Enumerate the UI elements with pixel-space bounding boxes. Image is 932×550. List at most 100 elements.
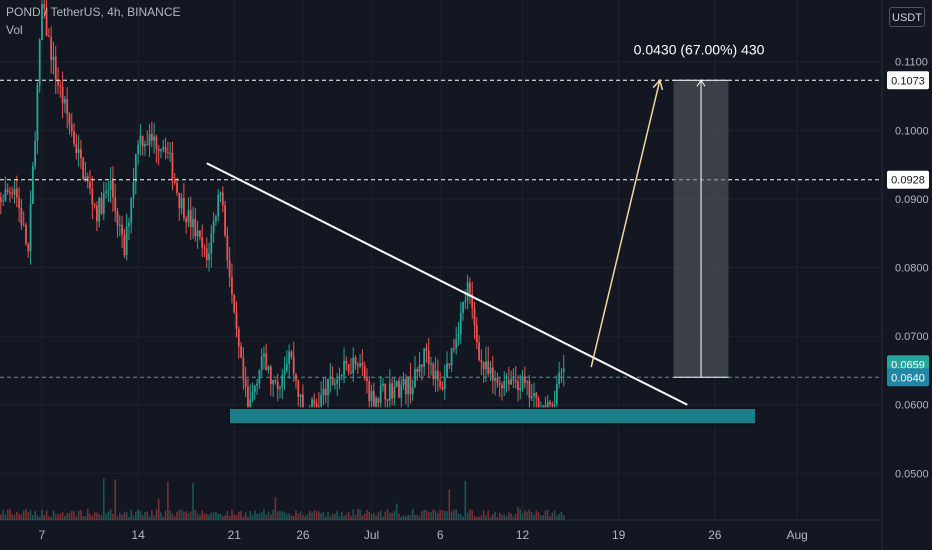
candle-body xyxy=(265,353,268,371)
volume-bar xyxy=(551,512,554,520)
candle-body xyxy=(551,404,554,407)
volume-bar xyxy=(48,516,50,520)
candle-body xyxy=(98,197,101,222)
volume-bar xyxy=(45,510,48,520)
candle-body xyxy=(489,367,492,374)
candle-body xyxy=(549,402,551,405)
candle-body xyxy=(469,282,471,294)
volume-bar xyxy=(437,512,439,520)
volume-bar xyxy=(267,511,270,520)
volume-bar xyxy=(558,514,560,520)
volume-bar xyxy=(212,512,215,520)
candle-body xyxy=(462,301,464,313)
volume-bar xyxy=(183,511,185,520)
volume-bar xyxy=(173,516,176,520)
candle-body xyxy=(272,380,275,385)
price-label-text: 0.1073 xyxy=(891,75,925,87)
symbol-title: POND / TetherUS, 4h, BINANCE xyxy=(6,5,181,19)
volume-bar xyxy=(546,509,549,520)
candle-body xyxy=(409,376,412,395)
volume-bar xyxy=(27,512,30,520)
candle-body xyxy=(356,364,359,367)
candle-body xyxy=(240,346,242,358)
x-tick-label: 7 xyxy=(39,528,46,542)
candle-body xyxy=(256,383,259,386)
candle-body xyxy=(146,144,149,146)
volume-bar xyxy=(185,510,187,520)
candle-body xyxy=(219,192,222,195)
volume-bar xyxy=(414,514,416,520)
candle-body xyxy=(100,197,103,214)
volume-bar xyxy=(544,510,547,520)
candle-body xyxy=(20,207,23,225)
candle-body xyxy=(363,365,366,379)
projection-arrow-head xyxy=(652,78,664,91)
support-zone xyxy=(228,407,757,425)
candle-body xyxy=(453,348,455,350)
candle-body xyxy=(446,363,448,378)
candle-body xyxy=(212,220,215,234)
volume-bar xyxy=(50,516,52,520)
candle-body xyxy=(47,35,50,37)
candle-body xyxy=(80,148,82,159)
volume-bar xyxy=(144,511,146,520)
candle-body xyxy=(366,378,368,382)
volume-bar xyxy=(434,511,437,520)
candle-body xyxy=(59,85,62,87)
volume-bar xyxy=(512,516,515,520)
candle-body xyxy=(57,80,59,86)
candle-body xyxy=(331,376,334,385)
volume-indicator-label: Vol xyxy=(6,23,23,37)
candle-body xyxy=(292,356,295,374)
volume-bar xyxy=(556,515,558,520)
volume-bar xyxy=(70,510,73,520)
volume-bar xyxy=(34,511,36,520)
candle-body xyxy=(201,236,204,248)
volume-bar xyxy=(530,512,533,520)
candle-body xyxy=(132,182,135,198)
volume-bar xyxy=(59,513,62,520)
candle-body xyxy=(15,188,18,198)
candle-body xyxy=(242,357,245,380)
volume-bar xyxy=(297,513,300,520)
volume-bar xyxy=(524,510,526,520)
candle-body xyxy=(334,383,336,385)
currency-button[interactable]: USDT xyxy=(889,7,925,27)
x-tick-label: Jul xyxy=(364,528,379,542)
measure-label: 0.0430 (67.00%) 430 xyxy=(634,41,765,57)
candle-body xyxy=(121,224,123,235)
candle-body xyxy=(505,380,508,382)
y-tick-label: 0.0700 xyxy=(895,331,929,343)
candle-body xyxy=(407,376,410,395)
volume-bar xyxy=(274,497,277,520)
candle-body xyxy=(221,192,224,206)
volume-bar xyxy=(121,514,123,520)
candle-body xyxy=(507,380,510,385)
volume-bar xyxy=(549,516,551,520)
candle-body xyxy=(553,404,556,407)
volume-bar xyxy=(9,509,11,520)
candle-body xyxy=(327,378,329,396)
volume-bar xyxy=(533,515,535,520)
y-tick-label: 0.0600 xyxy=(895,400,929,412)
volume-bar xyxy=(514,513,517,520)
volume-bar xyxy=(343,515,345,520)
volume-bar xyxy=(455,509,457,520)
volume-bar xyxy=(0,514,2,520)
candle-body xyxy=(523,376,526,383)
volume-bar xyxy=(155,509,158,520)
volume-bar xyxy=(487,510,490,520)
candle-body xyxy=(457,334,460,340)
candle-body xyxy=(11,192,14,195)
volume-bar xyxy=(299,511,302,520)
trendline xyxy=(206,162,688,406)
candle-body xyxy=(311,399,313,414)
price-label-text: 0.0640 xyxy=(891,372,925,384)
candle-body xyxy=(244,379,247,387)
volume-bar xyxy=(235,515,238,520)
candle-body xyxy=(226,235,229,261)
candle-body xyxy=(464,300,467,302)
volume-bar xyxy=(52,510,55,520)
